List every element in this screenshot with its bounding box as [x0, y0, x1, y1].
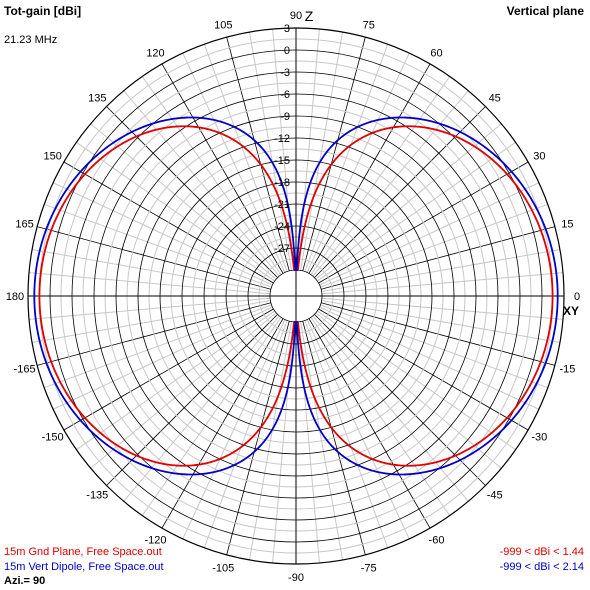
series-gnd-plane-curve: [38, 125, 554, 467]
angle-label: -75: [361, 562, 377, 574]
frequency-label: 21.23 MHz: [4, 34, 58, 46]
angle-label: 120: [146, 48, 164, 60]
gain-tick-label: -12: [274, 133, 290, 145]
angle-label: -105: [212, 562, 234, 574]
angle-label: 135: [88, 92, 106, 104]
pattern-curves: [33, 116, 559, 476]
angle-label: -150: [42, 432, 64, 444]
legend-vert-dipole: 15m Vert Dipole, Free Space.out: [4, 561, 164, 573]
gain-tick-label: 3: [284, 23, 290, 35]
angle-label: -120: [144, 534, 166, 546]
series-vert-dipole-curve: [33, 116, 559, 476]
gain-tick-label: 0: [284, 45, 290, 57]
z-axis-label: Z: [305, 8, 314, 24]
angle-label: 180: [6, 291, 24, 303]
angle-label: 60: [430, 48, 442, 60]
angle-label: 0: [574, 291, 580, 303]
angle-label: 75: [363, 20, 375, 32]
range-gnd-plane: -999 < dBi < 1.44: [499, 546, 584, 558]
gain-tick-label: -27: [274, 243, 290, 255]
angle-label: -30: [531, 432, 547, 444]
angle-label: 45: [489, 92, 501, 104]
angle-label: 105: [214, 20, 232, 32]
angle-label: 30: [533, 151, 545, 163]
angle-label: 165: [15, 218, 33, 230]
legend-gnd-plane: 15m Gnd Plane, Free Space.out: [4, 546, 162, 558]
angle-label: 15: [561, 218, 573, 230]
gain-tick-label: -18: [274, 177, 290, 189]
angle-label: -90: [288, 572, 304, 584]
range-vert-dipole: -999 < dBi < 2.14: [499, 561, 584, 573]
angle-label: -15: [559, 364, 575, 376]
angle-label: -45: [487, 490, 503, 502]
gain-tick-label: -15: [274, 155, 290, 167]
angle-label: -135: [86, 490, 108, 502]
xy-axis-label: XY: [563, 304, 579, 318]
gain-tick-label: -6: [280, 89, 290, 101]
angle-label: -60: [429, 534, 445, 546]
angle-label: -165: [14, 364, 36, 376]
gain-tick-label: -9: [280, 111, 290, 123]
azimuth-label: Azi.= 90: [4, 575, 46, 587]
gain-title: Tot-gain [dBi]: [4, 4, 82, 18]
polar-grid: [27, 27, 565, 565]
angle-label: 150: [43, 151, 61, 163]
plane-title: Vertical plane: [506, 4, 584, 18]
angle-label: 90: [290, 10, 302, 22]
polar-labels: 9075604530150-15-30-45-60-75-90-105-120-…: [6, 8, 580, 584]
gain-tick-label: -3: [280, 67, 290, 79]
gain-tick-label: -21: [274, 199, 290, 211]
gain-tick-label: -24: [274, 221, 290, 233]
